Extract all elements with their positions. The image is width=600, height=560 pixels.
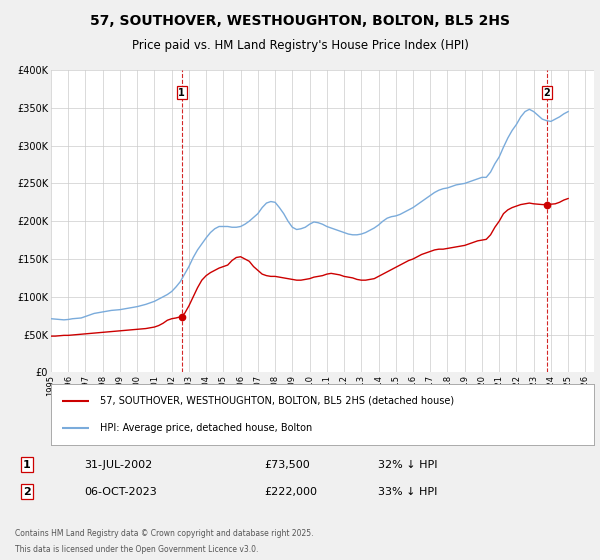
- Text: Contains HM Land Registry data © Crown copyright and database right 2025.: Contains HM Land Registry data © Crown c…: [15, 529, 314, 538]
- Text: This data is licensed under the Open Government Licence v3.0.: This data is licensed under the Open Gov…: [15, 544, 259, 554]
- Text: Price paid vs. HM Land Registry's House Price Index (HPI): Price paid vs. HM Land Registry's House …: [131, 39, 469, 52]
- Text: 57, SOUTHOVER, WESTHOUGHTON, BOLTON, BL5 2HS: 57, SOUTHOVER, WESTHOUGHTON, BOLTON, BL5…: [90, 14, 510, 28]
- Text: 2: 2: [544, 88, 550, 97]
- Text: 32% ↓ HPI: 32% ↓ HPI: [378, 460, 437, 470]
- Text: 06-OCT-2023: 06-OCT-2023: [84, 487, 157, 497]
- Text: 2: 2: [23, 487, 31, 497]
- Text: 33% ↓ HPI: 33% ↓ HPI: [378, 487, 437, 497]
- Text: 1: 1: [178, 88, 185, 97]
- Text: 1: 1: [23, 460, 31, 470]
- Text: 31-JUL-2002: 31-JUL-2002: [84, 460, 152, 470]
- Text: HPI: Average price, detached house, Bolton: HPI: Average price, detached house, Bolt…: [100, 423, 312, 433]
- Text: £222,000: £222,000: [264, 487, 317, 497]
- Text: 57, SOUTHOVER, WESTHOUGHTON, BOLTON, BL5 2HS (detached house): 57, SOUTHOVER, WESTHOUGHTON, BOLTON, BL5…: [100, 396, 454, 406]
- Text: £73,500: £73,500: [264, 460, 310, 470]
